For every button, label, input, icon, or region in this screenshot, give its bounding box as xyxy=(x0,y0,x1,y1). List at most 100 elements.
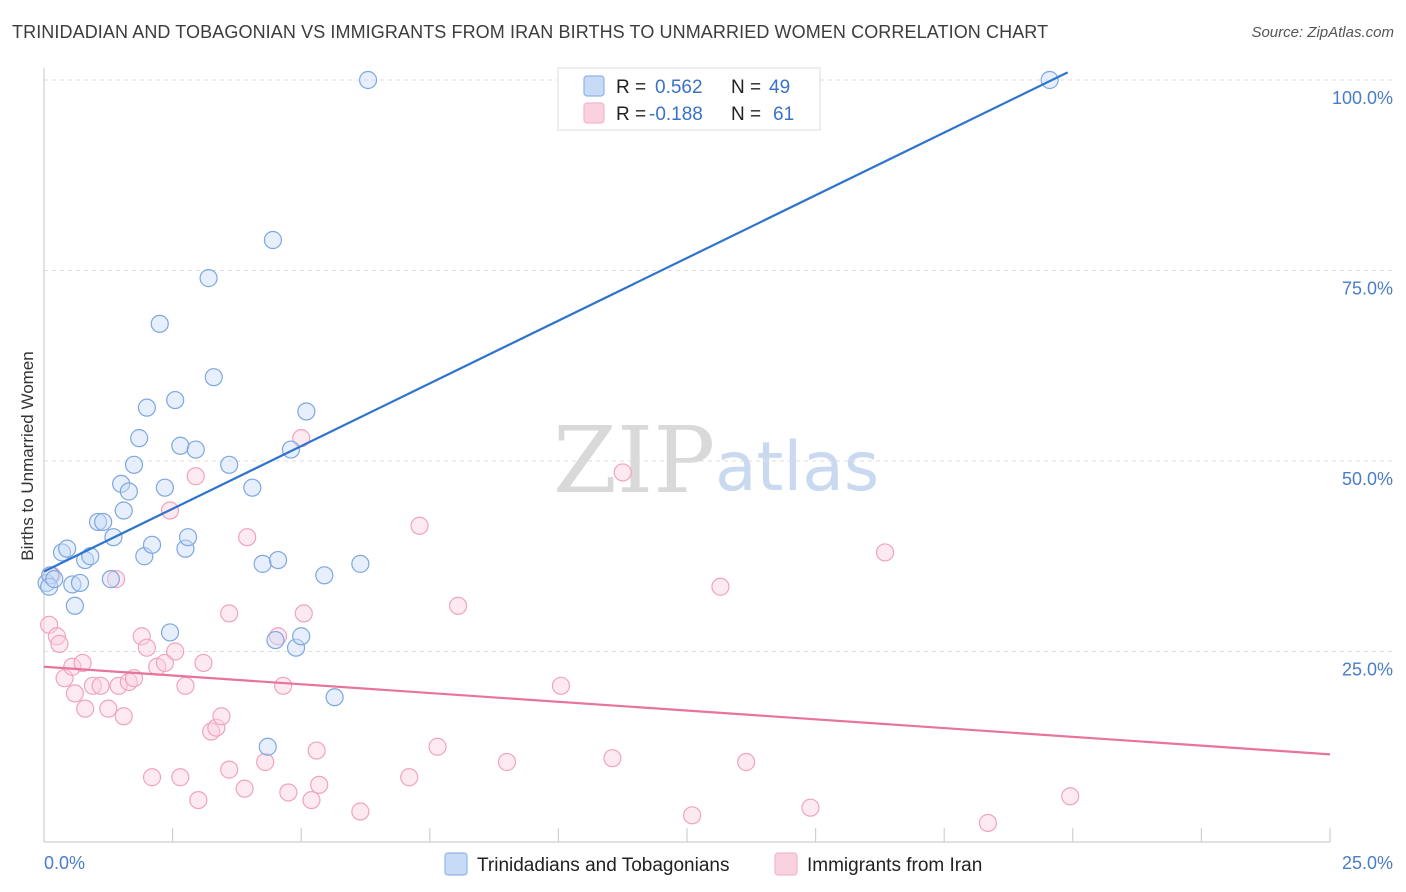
trinidad-point xyxy=(114,501,133,520)
trinidad-point xyxy=(266,630,285,650)
gridlines xyxy=(44,79,1393,652)
trinidad-point xyxy=(258,737,277,756)
trinidad-point xyxy=(176,539,195,558)
iran-point xyxy=(132,627,151,646)
iran-point xyxy=(307,741,326,760)
iran-point xyxy=(212,707,231,726)
iran-point xyxy=(155,653,174,673)
bottom-legend-swatch-blue xyxy=(444,852,468,876)
trinidad-point xyxy=(199,269,218,288)
iran-point xyxy=(310,775,329,794)
trinidad-point xyxy=(351,554,370,573)
trinidad-point xyxy=(101,570,120,589)
iran-point xyxy=(448,596,468,615)
iran-point xyxy=(91,676,110,695)
trinidad-point xyxy=(325,688,344,707)
x-tick-label-max: 25.0% xyxy=(1342,853,1393,873)
legend-r-value-2: -0.188 xyxy=(649,104,703,125)
trinidad-point xyxy=(155,478,174,497)
trinidad-point xyxy=(263,230,283,250)
iran-point xyxy=(603,749,622,768)
iran-point xyxy=(166,642,185,661)
trinidad-point xyxy=(292,627,311,646)
iran-point xyxy=(294,604,313,623)
legend-n-label-1: N = xyxy=(731,77,761,98)
iran-point xyxy=(176,676,195,695)
iran-point xyxy=(63,657,82,676)
iran-point xyxy=(106,570,126,589)
y-tick-label: 100.0% xyxy=(1332,88,1393,108)
iran-point xyxy=(76,699,95,718)
trinidad-point xyxy=(220,455,239,474)
iran-point xyxy=(83,676,102,695)
legend-r-label-2: R = xyxy=(616,104,646,125)
chart-title: TRINIDADIAN AND TOBAGONIAN VS IMMIGRANTS… xyxy=(12,22,1049,42)
y-tick-labels: 25.0% 50.0% 75.0% 100.0% xyxy=(1332,88,1393,680)
legend-r-value-1: 0.562 xyxy=(655,77,703,98)
iran-point xyxy=(194,653,213,673)
iran-point xyxy=(186,467,205,486)
trinidad-point xyxy=(243,478,262,497)
y-tick-label: 75.0% xyxy=(1342,279,1393,299)
trinidad-point xyxy=(178,528,198,547)
trinidad-point xyxy=(70,573,90,593)
y-tick-label: 50.0% xyxy=(1342,469,1393,489)
iran-point xyxy=(109,676,128,695)
iran-point xyxy=(410,516,429,535)
iran-point xyxy=(613,463,632,482)
trinidad-point xyxy=(65,596,84,615)
trinidad-point xyxy=(171,436,190,455)
watermark-zip: ZIP xyxy=(553,407,715,514)
iran-point xyxy=(50,634,69,653)
trend-line-trinidad xyxy=(43,71,1069,573)
iran-point xyxy=(351,802,370,821)
trinidad-point xyxy=(286,638,306,657)
trend-line-iran xyxy=(43,665,1331,756)
x-tick-label-min: 0.0% xyxy=(44,853,85,873)
legend-swatch-pink xyxy=(583,102,605,124)
trinidad-point xyxy=(268,550,288,570)
trinidad-point xyxy=(130,429,149,448)
iran-point xyxy=(65,684,84,703)
bottom-legend-label-2: Immigrants from Iran xyxy=(807,855,982,876)
trinidad-point xyxy=(186,440,205,459)
trinidad-point xyxy=(358,70,378,90)
iran-point xyxy=(137,638,156,657)
trinidad-point xyxy=(150,314,169,333)
iran-point xyxy=(274,676,293,695)
x-axis-ticks xyxy=(172,828,1331,842)
watermark-atlas: atlas xyxy=(715,428,879,507)
iran-point xyxy=(238,528,257,547)
trinidad-point xyxy=(63,575,82,594)
trinidad-point xyxy=(160,623,180,642)
series-trinidadians xyxy=(37,70,1059,756)
trinidad-point xyxy=(253,554,272,573)
trinidad-point xyxy=(124,455,144,474)
iran-point xyxy=(551,676,571,695)
trend-lines xyxy=(43,71,1331,756)
iran-point xyxy=(235,779,254,798)
legend-n-value-2: 61 xyxy=(773,104,794,125)
iran-point xyxy=(428,737,447,756)
trinidad-point xyxy=(88,512,108,532)
trinidad-point xyxy=(281,440,301,459)
bottom-legend-label-1: Trinidadians and Tobagonians xyxy=(477,855,729,876)
iran-point xyxy=(302,790,321,810)
y-axis-title: Births to Unmarried Women xyxy=(18,351,37,560)
iran-point xyxy=(220,604,239,623)
iran-point xyxy=(875,543,895,562)
stats-legend: R = 0.562 N = 49 R = -0.188 N = 61 xyxy=(557,67,821,131)
iran-point xyxy=(1061,787,1080,806)
trinidad-point xyxy=(45,570,64,589)
legend-n-label-2: N = xyxy=(731,104,761,125)
legend-r-label-1: R = xyxy=(616,77,646,98)
iran-point xyxy=(142,768,162,787)
iran-point xyxy=(114,707,133,726)
trinidad-point xyxy=(166,390,185,410)
y-tick-label: 25.0% xyxy=(1342,660,1393,680)
series-legend: Trinidadians and Tobagonians Immigrants … xyxy=(444,852,982,876)
trinidad-point xyxy=(81,547,100,566)
trinidad-point xyxy=(112,474,131,493)
trinidad-point xyxy=(94,512,113,532)
